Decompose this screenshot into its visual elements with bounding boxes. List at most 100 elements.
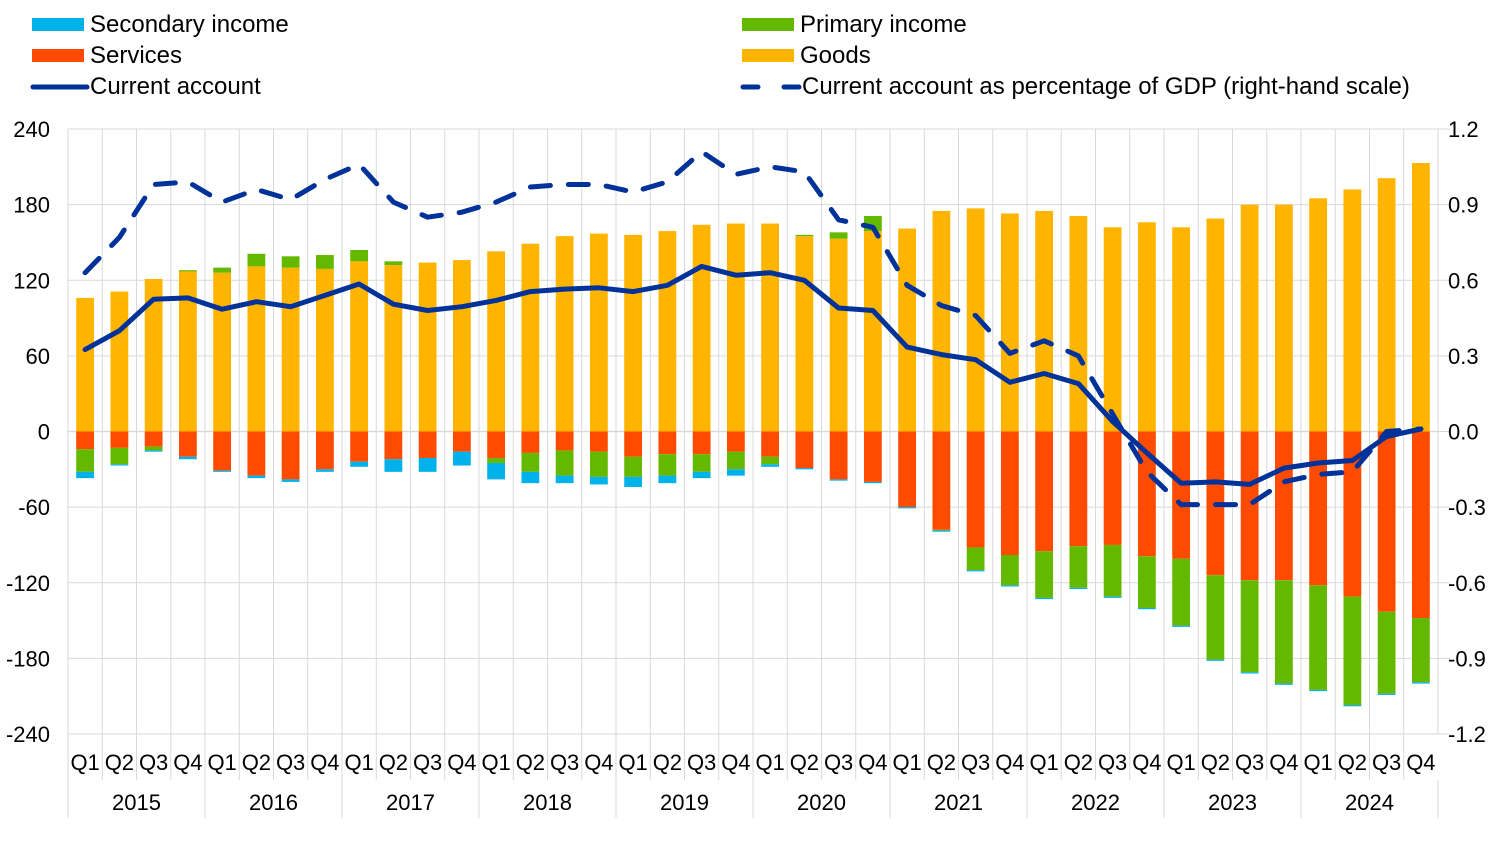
bar-goods	[247, 266, 266, 432]
bar-services	[1240, 431, 1259, 581]
bar-primary-income	[1309, 585, 1328, 690]
bar-secondary-income	[350, 461, 369, 467]
x-tick-label-quarter: Q4	[1269, 750, 1298, 775]
bar-secondary-income	[281, 479, 300, 482]
goods-swatch	[742, 49, 794, 62]
bar-goods	[144, 278, 163, 432]
bar-secondary-income	[795, 468, 814, 470]
bar-goods	[418, 262, 437, 432]
x-tick-label-quarter: Q3	[1098, 750, 1127, 775]
bar-primary-income	[1377, 611, 1396, 694]
bar-services	[315, 431, 334, 470]
bar-secondary-income	[1137, 607, 1156, 610]
bar-primary-income	[1172, 558, 1191, 626]
bar-services	[247, 431, 266, 476]
bar-primary-income	[281, 256, 300, 268]
bar-goods	[863, 231, 882, 432]
bar-goods	[1137, 222, 1156, 432]
current-account-gdp-dashed-line-icon	[740, 84, 802, 89]
bar-services	[692, 431, 711, 455]
bar-secondary-income	[863, 481, 882, 484]
bar-services	[418, 431, 437, 458]
y-tick-label: -120	[6, 571, 50, 596]
x-tick-label-quarter: Q1	[1029, 750, 1058, 775]
bar-secondary-income	[1172, 625, 1191, 627]
bar-goods	[624, 234, 643, 432]
bar-goods	[898, 228, 917, 432]
bar-secondary-income	[452, 451, 471, 466]
bar-goods	[1377, 178, 1396, 432]
bar-services	[1411, 431, 1430, 619]
bar-services	[1035, 431, 1054, 552]
bar-services	[144, 431, 163, 447]
bar-goods	[658, 231, 677, 432]
y2-tick-label: 0.3	[1448, 344, 1479, 369]
x-tick-label-quarter: Q4	[1132, 750, 1161, 775]
legend-item-goods: Goods	[740, 40, 1410, 71]
bar-services	[589, 431, 608, 452]
bar-secondary-income	[1035, 597, 1054, 600]
bar-secondary-income	[1309, 689, 1328, 692]
bar-goods	[726, 223, 745, 432]
bar-services	[178, 431, 197, 457]
bar-secondary-income	[726, 469, 745, 476]
bar-secondary-income	[110, 464, 129, 466]
x-tick-label-quarter: Q3	[276, 750, 305, 775]
bar-primary-income	[1069, 546, 1088, 588]
bar-services	[795, 431, 814, 469]
bar-primary-income	[726, 451, 745, 470]
y2-tick-label: 0.6	[1448, 268, 1479, 293]
x-tick-label-year: 2022	[1071, 790, 1120, 815]
current-account-gdp-line	[82, 149, 1424, 508]
bar-services	[76, 431, 95, 450]
bar-goods	[1411, 163, 1430, 432]
bar-services	[932, 431, 951, 530]
x-tick-label-quarter: Q1	[1166, 750, 1195, 775]
bar-goods	[1069, 215, 1088, 432]
bar-services	[658, 431, 677, 455]
bar-services	[1069, 431, 1088, 547]
bar-primary-income	[110, 447, 129, 465]
bar-secondary-income	[589, 476, 608, 485]
bar-services	[624, 431, 643, 457]
bar-services	[761, 431, 780, 457]
legend-label-services: Services	[90, 42, 183, 69]
bar-primary-income	[761, 456, 780, 465]
services-swatch	[32, 49, 84, 62]
bar-goods	[795, 236, 814, 432]
legend-label-current-account-gdp: Current account as percentage of GDP (ri…	[802, 73, 1410, 100]
x-tick-label-quarter: Q2	[516, 750, 545, 775]
x-tick-label-year: 2016	[249, 790, 298, 815]
x-tick-label-year: 2017	[386, 790, 435, 815]
bar-primary-income	[487, 457, 506, 464]
x-tick-label-quarter: Q2	[1338, 750, 1367, 775]
bar-primary-income	[829, 232, 848, 239]
x-axis: Q1 Q2 Q3 Q4 Q1 Q2 Q3 Q4 Q1 Q2 Q3 Q4 Q1 Q2 Q3 Q4 Q1 Q2 Q3 Q4…	[67, 734, 1439, 818]
bar-goods	[315, 268, 334, 432]
x-tick-label-quarter: Q1	[207, 750, 236, 775]
x-tick-label-quarter: Q2	[379, 750, 408, 775]
x-tick-label-quarter: Q4	[310, 750, 339, 775]
y2-tick-label: 1.2	[1448, 117, 1479, 142]
right-axis: 1.2 0.9 0.6 0.3 0.0 -0.3 -0.6 -0.9 -1.2	[1448, 117, 1486, 747]
bar-goods	[1103, 227, 1122, 432]
legend-label-goods: Goods	[800, 42, 871, 69]
x-tick-label-quarter: Q4	[1406, 750, 1435, 775]
current-account-line-icon	[30, 84, 90, 89]
x-tick-label-quarter: Q2	[242, 750, 271, 775]
y2-tick-label: 0.0	[1448, 420, 1479, 445]
bar-primary-income	[315, 255, 334, 269]
x-tick-label-year: 2020	[797, 790, 846, 815]
x-tick-label-quarter: Q2	[653, 750, 682, 775]
y-tick-label: -180	[6, 646, 50, 671]
bar-primary-income	[178, 270, 197, 272]
bar-services	[384, 431, 403, 460]
bar-primary-income	[1035, 551, 1054, 598]
bar-services	[1172, 431, 1191, 559]
bar-goods	[932, 210, 951, 432]
bar-services	[555, 431, 574, 451]
legend-label-primary-income: Primary income	[800, 11, 967, 38]
bar-services	[110, 431, 129, 448]
x-tick-label-quarter: Q2	[1201, 750, 1230, 775]
bar-primary-income	[932, 529, 951, 531]
